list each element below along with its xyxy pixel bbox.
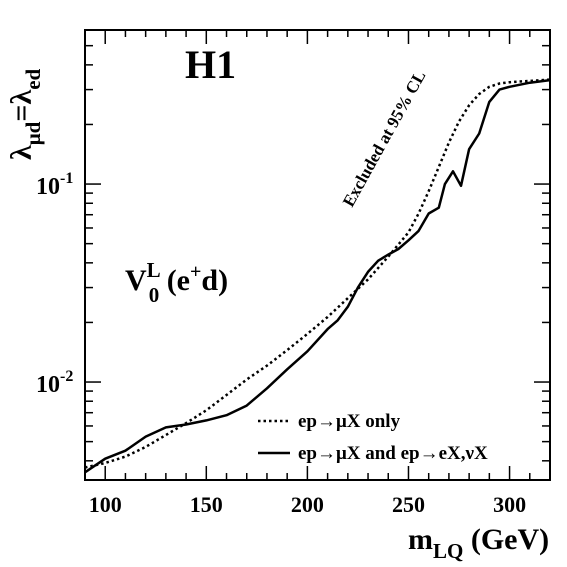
x-tick-label: 250 (392, 492, 425, 517)
y-label-sub2: ed (21, 68, 45, 89)
data-curves (84, 78, 551, 474)
x-tick-label: 100 (89, 492, 122, 517)
legend-label-dotted: ep→μX only (298, 411, 401, 432)
series-line-solid (84, 78, 551, 474)
process-label: VL 0 (e+d) (125, 258, 228, 307)
x-tick-label: 200 (291, 492, 324, 517)
x-axis-ticks: 100 150 200 250 300 (84, 30, 551, 517)
y-label-sub1: μd (21, 121, 45, 145)
y-label-eq: = (5, 105, 38, 122)
process-label-close: d) (201, 264, 228, 297)
y-axis-ticks: 10-2 10-1 (36, 44, 550, 462)
y-tick-label: 10-2 (36, 368, 73, 398)
legend-label-solid: ep→μX and ep→eX,νX (298, 443, 488, 464)
experiment-label: H1 (185, 42, 236, 87)
x-label-unit: (GeV) (463, 523, 549, 556)
process-label-sup2: + (190, 261, 201, 283)
legend: ep→μX only ep→μX and ep→eX,νX (258, 411, 488, 464)
y-tick-label: 10-1 (36, 170, 73, 200)
process-label-sup: L (147, 258, 161, 282)
y-axis-label: λμd=λed (5, 68, 45, 160)
process-label-sub: 0 (149, 283, 160, 307)
plot-frame (84, 29, 551, 481)
x-label-sub: LQ (433, 539, 463, 563)
x-axis-label: mLQ (GeV) (408, 523, 549, 563)
x-tick-label: 300 (493, 492, 526, 517)
series-line-dotted (84, 78, 551, 469)
x-tick-label: 150 (190, 492, 223, 517)
x-label-m: m (408, 523, 433, 556)
process-label-v: V (125, 264, 147, 297)
y-label-lambda2: λ (5, 90, 38, 105)
process-label-open: (e (159, 264, 190, 297)
y-label-lambda1: λ (5, 145, 38, 160)
